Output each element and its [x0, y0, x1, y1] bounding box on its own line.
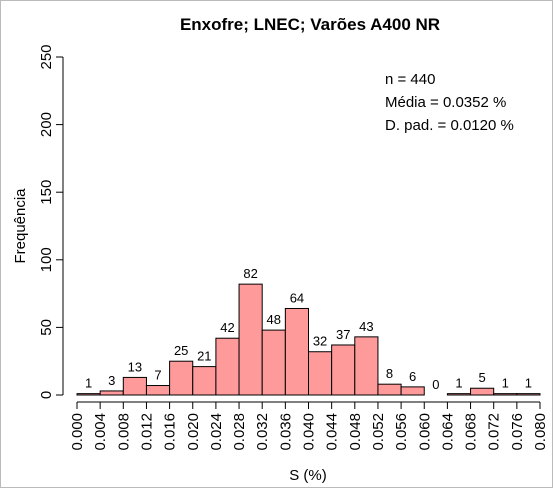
bar: [308, 351, 333, 396]
bar: [145, 385, 171, 396]
x-tick-label: 0.080: [532, 413, 549, 451]
x-tick-label: 0.064: [439, 413, 456, 451]
x-tick-label: 0.060: [416, 413, 433, 451]
bar: [215, 337, 240, 396]
bar: [516, 393, 541, 396]
y-tick-label: 150: [38, 180, 55, 205]
data-label: 25: [174, 343, 188, 358]
bar: [238, 283, 263, 396]
annotation: n = 440: [385, 71, 435, 88]
x-tick-label: 0.020: [185, 413, 202, 451]
x-tick-label: 0.024: [208, 413, 225, 451]
x-tick-label: 0.000: [69, 413, 86, 451]
y-axis-label: Frequência: [12, 188, 29, 264]
bar: [377, 383, 402, 396]
x-tick-label: 0.056: [393, 413, 410, 451]
x-tick-label: 0.068: [463, 413, 480, 451]
y-tick-label: 50: [38, 319, 55, 336]
bar: [331, 344, 356, 396]
bar: [470, 387, 495, 396]
y-tick-label: 200: [38, 112, 55, 137]
data-label: 42: [220, 320, 234, 335]
data-label: 3: [108, 373, 115, 388]
x-tick-label: 0.012: [138, 413, 155, 451]
x-tick-label: 0.052: [370, 413, 387, 451]
x-tick-label: 0.076: [509, 413, 526, 451]
x-tick-label: 0.016: [162, 413, 179, 451]
bar: [446, 393, 472, 396]
chart-title: Enxofre; LNEC; Varões A400 NR: [180, 15, 440, 34]
annotation: D. pad. = 0.0120 %: [385, 117, 514, 134]
data-label: 43: [359, 319, 373, 334]
y-tick-label: 0: [38, 391, 55, 399]
y-tick-label: 250: [38, 44, 55, 69]
x-tick-label: 0.040: [301, 413, 318, 451]
data-label: 7: [154, 368, 161, 383]
annotation: Média = 0.0352 %: [385, 94, 506, 111]
bar: [284, 307, 310, 396]
data-label: 1: [525, 376, 532, 391]
x-tick-label: 0.008: [115, 413, 132, 451]
data-label: 0: [432, 377, 439, 392]
x-tick-label: 0.028: [231, 413, 248, 451]
data-label: 13: [128, 359, 142, 374]
data-label: 32: [313, 334, 327, 349]
data-label: 37: [336, 327, 350, 342]
data-label: 8: [386, 366, 393, 381]
bar: [261, 329, 286, 396]
bar: [99, 390, 124, 396]
data-label: 1: [455, 376, 462, 391]
data-label: 6: [409, 369, 416, 384]
bar: [122, 376, 147, 396]
x-tick-label: 0.044: [324, 413, 341, 451]
x-axis-label: S (%): [289, 467, 327, 484]
bar: [169, 360, 194, 396]
data-label: 1: [85, 376, 92, 391]
bar: [400, 386, 425, 396]
bar: [192, 366, 217, 396]
bar: [76, 393, 101, 396]
data-label: 21: [197, 349, 211, 364]
x-tick-label: 0.004: [92, 413, 109, 451]
data-label: 82: [243, 266, 257, 281]
x-tick-label: 0.072: [486, 413, 503, 451]
x-tick-label: 0.036: [277, 413, 294, 451]
bar: [354, 336, 379, 396]
y-tick-label: 100: [38, 247, 55, 272]
data-label: 48: [267, 312, 281, 327]
x-tick-label: 0.032: [254, 413, 271, 451]
bar: [493, 393, 518, 396]
data-label: 64: [290, 290, 304, 305]
x-tick-label: 0.048: [347, 413, 364, 451]
data-label: 1: [502, 376, 509, 391]
data-label: 5: [479, 370, 486, 385]
